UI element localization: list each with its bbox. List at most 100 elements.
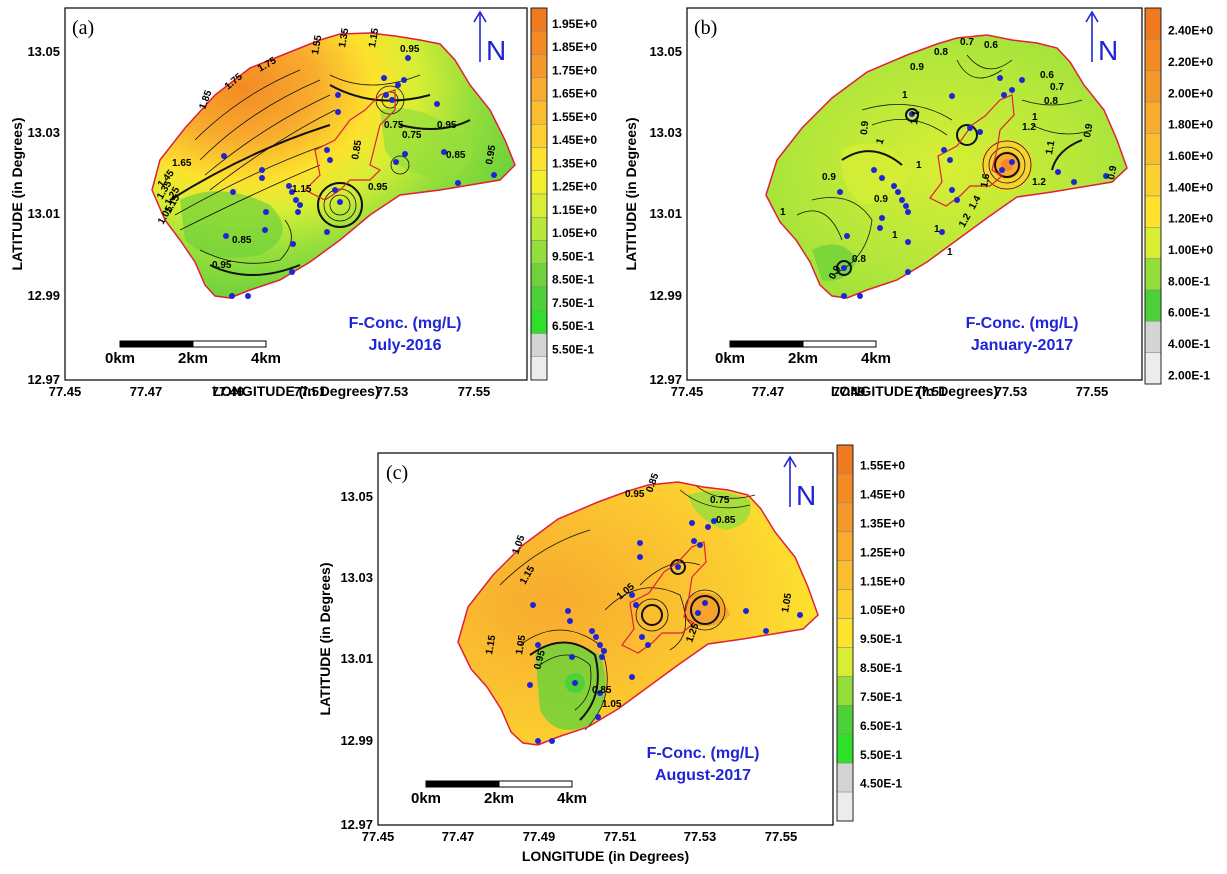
legend-swatch: [1144, 195, 1162, 228]
x-tick: 77.49: [212, 384, 245, 399]
legend-swatch: [530, 77, 548, 102]
contour-label: 0.9: [1082, 122, 1095, 138]
contour-label: 1.2: [1032, 177, 1046, 188]
panel-c: 0.95 0.85 0.75 0.85 1.05 1.15 1.05 1.15 …: [300, 444, 940, 874]
well-point: [597, 642, 603, 648]
legend-label: 1.95E+0: [552, 17, 597, 31]
x-tick: 77.55: [765, 829, 798, 844]
well-point: [599, 654, 605, 660]
legend-label: 1.75E+0: [552, 63, 597, 77]
well-point: [905, 239, 911, 245]
contour-label: 0.85: [446, 150, 466, 161]
x-tick: 77.55: [1076, 384, 1109, 399]
scale-label: 2km: [788, 350, 818, 367]
y-tick: 13.03: [27, 125, 60, 140]
well-point: [597, 690, 603, 696]
well-point: [286, 183, 292, 189]
well-point: [337, 199, 343, 205]
y-tick: 12.97: [649, 372, 682, 387]
contour-label: 1: [780, 207, 786, 218]
contour-label: 0.75: [384, 120, 404, 131]
scale-label: 0km: [715, 350, 745, 367]
y-tick: 13.05: [27, 44, 60, 59]
well-point: [245, 293, 251, 299]
inner-boundary-b: [929, 94, 1015, 207]
contour-label: 1: [1032, 112, 1038, 123]
contour-label: 1: [947, 247, 953, 258]
legend-label: 1.35E+0: [860, 516, 905, 530]
contour-label: 0.95: [532, 649, 548, 671]
well-point: [645, 642, 651, 648]
low-zone-b: [812, 244, 857, 281]
well-point: [997, 75, 1003, 81]
y-tick: 12.97: [340, 817, 373, 832]
well-point: [941, 147, 947, 153]
study-area-c: [458, 482, 818, 745]
well-point: [1019, 77, 1025, 83]
legend-label: 8.00E-1: [1168, 274, 1210, 288]
legend-swatch: [530, 193, 548, 218]
contour-label: 0.95: [484, 144, 498, 166]
well-point: [857, 293, 863, 299]
well-point: [402, 151, 408, 157]
legend-c: 1.55E+0 1.45E+0 1.35E+0 1.25E+0 1.15E+0 1.05E…: [836, 444, 905, 822]
x-tick: 77.51: [914, 384, 947, 399]
inner-boundary-c: [621, 541, 707, 654]
contour-label: 1.1: [1044, 139, 1057, 155]
legend-swatch: [530, 124, 548, 148]
well-point: [405, 55, 411, 61]
well-point: [702, 600, 708, 606]
panel-label: (c): [386, 462, 408, 484]
well-point: [549, 738, 555, 744]
well-point: [262, 227, 268, 233]
legend-label: 1.05E+0: [552, 226, 597, 240]
well-point: [383, 92, 389, 98]
legend-swatch: [530, 286, 548, 311]
plot-frame-c: [377, 452, 834, 826]
well-point: [909, 111, 915, 117]
well-point: [221, 153, 227, 159]
legend-swatch: [836, 444, 854, 475]
contour-label: 0.8: [1044, 96, 1058, 107]
panel-b: 0.9 0.8 0.7 0.6 0.6 0.7 0.8 1 1.1 0.9 1 …: [612, 0, 1227, 405]
boundary-a: [151, 32, 516, 299]
wells-b: [837, 75, 1109, 299]
well-point: [290, 241, 296, 247]
legend-label: 1.45E+0: [860, 488, 905, 502]
scale-bar: 0km 2km 4km: [105, 340, 281, 367]
x-axis-a: 77.45 77.47 77.49 77.51 77.53 77.55: [49, 384, 491, 399]
well-point: [572, 680, 578, 686]
legend-swatch: [530, 170, 548, 195]
well-point: [999, 167, 1005, 173]
contour-label: 1.2: [1022, 122, 1036, 133]
x-tick: 77.45: [671, 384, 704, 399]
y-tick: 12.99: [340, 733, 373, 748]
panel-label: (a): [72, 17, 94, 39]
y-axis-title: LATITUDE (in Degrees): [9, 118, 25, 271]
contour-label: 1.05: [780, 592, 794, 614]
well-point: [895, 189, 901, 195]
legend-swatch: [530, 310, 548, 334]
well-point: [223, 233, 229, 239]
well-point: [527, 682, 533, 688]
caption-line1: F-Conc. (mg/L): [966, 315, 1079, 332]
legend-label: 1.60E+0: [1168, 149, 1213, 163]
scale-label: 0km: [411, 790, 441, 807]
well-point: [695, 610, 701, 616]
y-axis-a: 13.05 13.03 13.01 12.99 12.97 LATITUDE (…: [9, 44, 60, 387]
y-tick: 12.97: [27, 372, 60, 387]
y-tick: 13.03: [340, 570, 373, 585]
well-point: [763, 628, 769, 634]
contour-label: 0.95: [368, 182, 388, 193]
map-b-svg: 0.9 0.8 0.7 0.6 0.6 0.7 0.8 1 1.1 0.9 1 …: [623, 7, 1213, 399]
contour-label: 0.6: [984, 40, 998, 51]
north-arrow-icon: N: [473, 10, 506, 66]
well-point: [259, 167, 265, 173]
map-a-svg: 1.85 1.75 1.75 1.55 1.35 1.15 0.95 1.65 …: [9, 7, 597, 399]
well-point: [297, 202, 303, 208]
y-tick: 13.01: [649, 206, 682, 221]
well-point: [491, 172, 497, 178]
well-point: [434, 101, 440, 107]
legend-label: 8.50E-1: [860, 661, 902, 675]
well-point: [954, 197, 960, 203]
